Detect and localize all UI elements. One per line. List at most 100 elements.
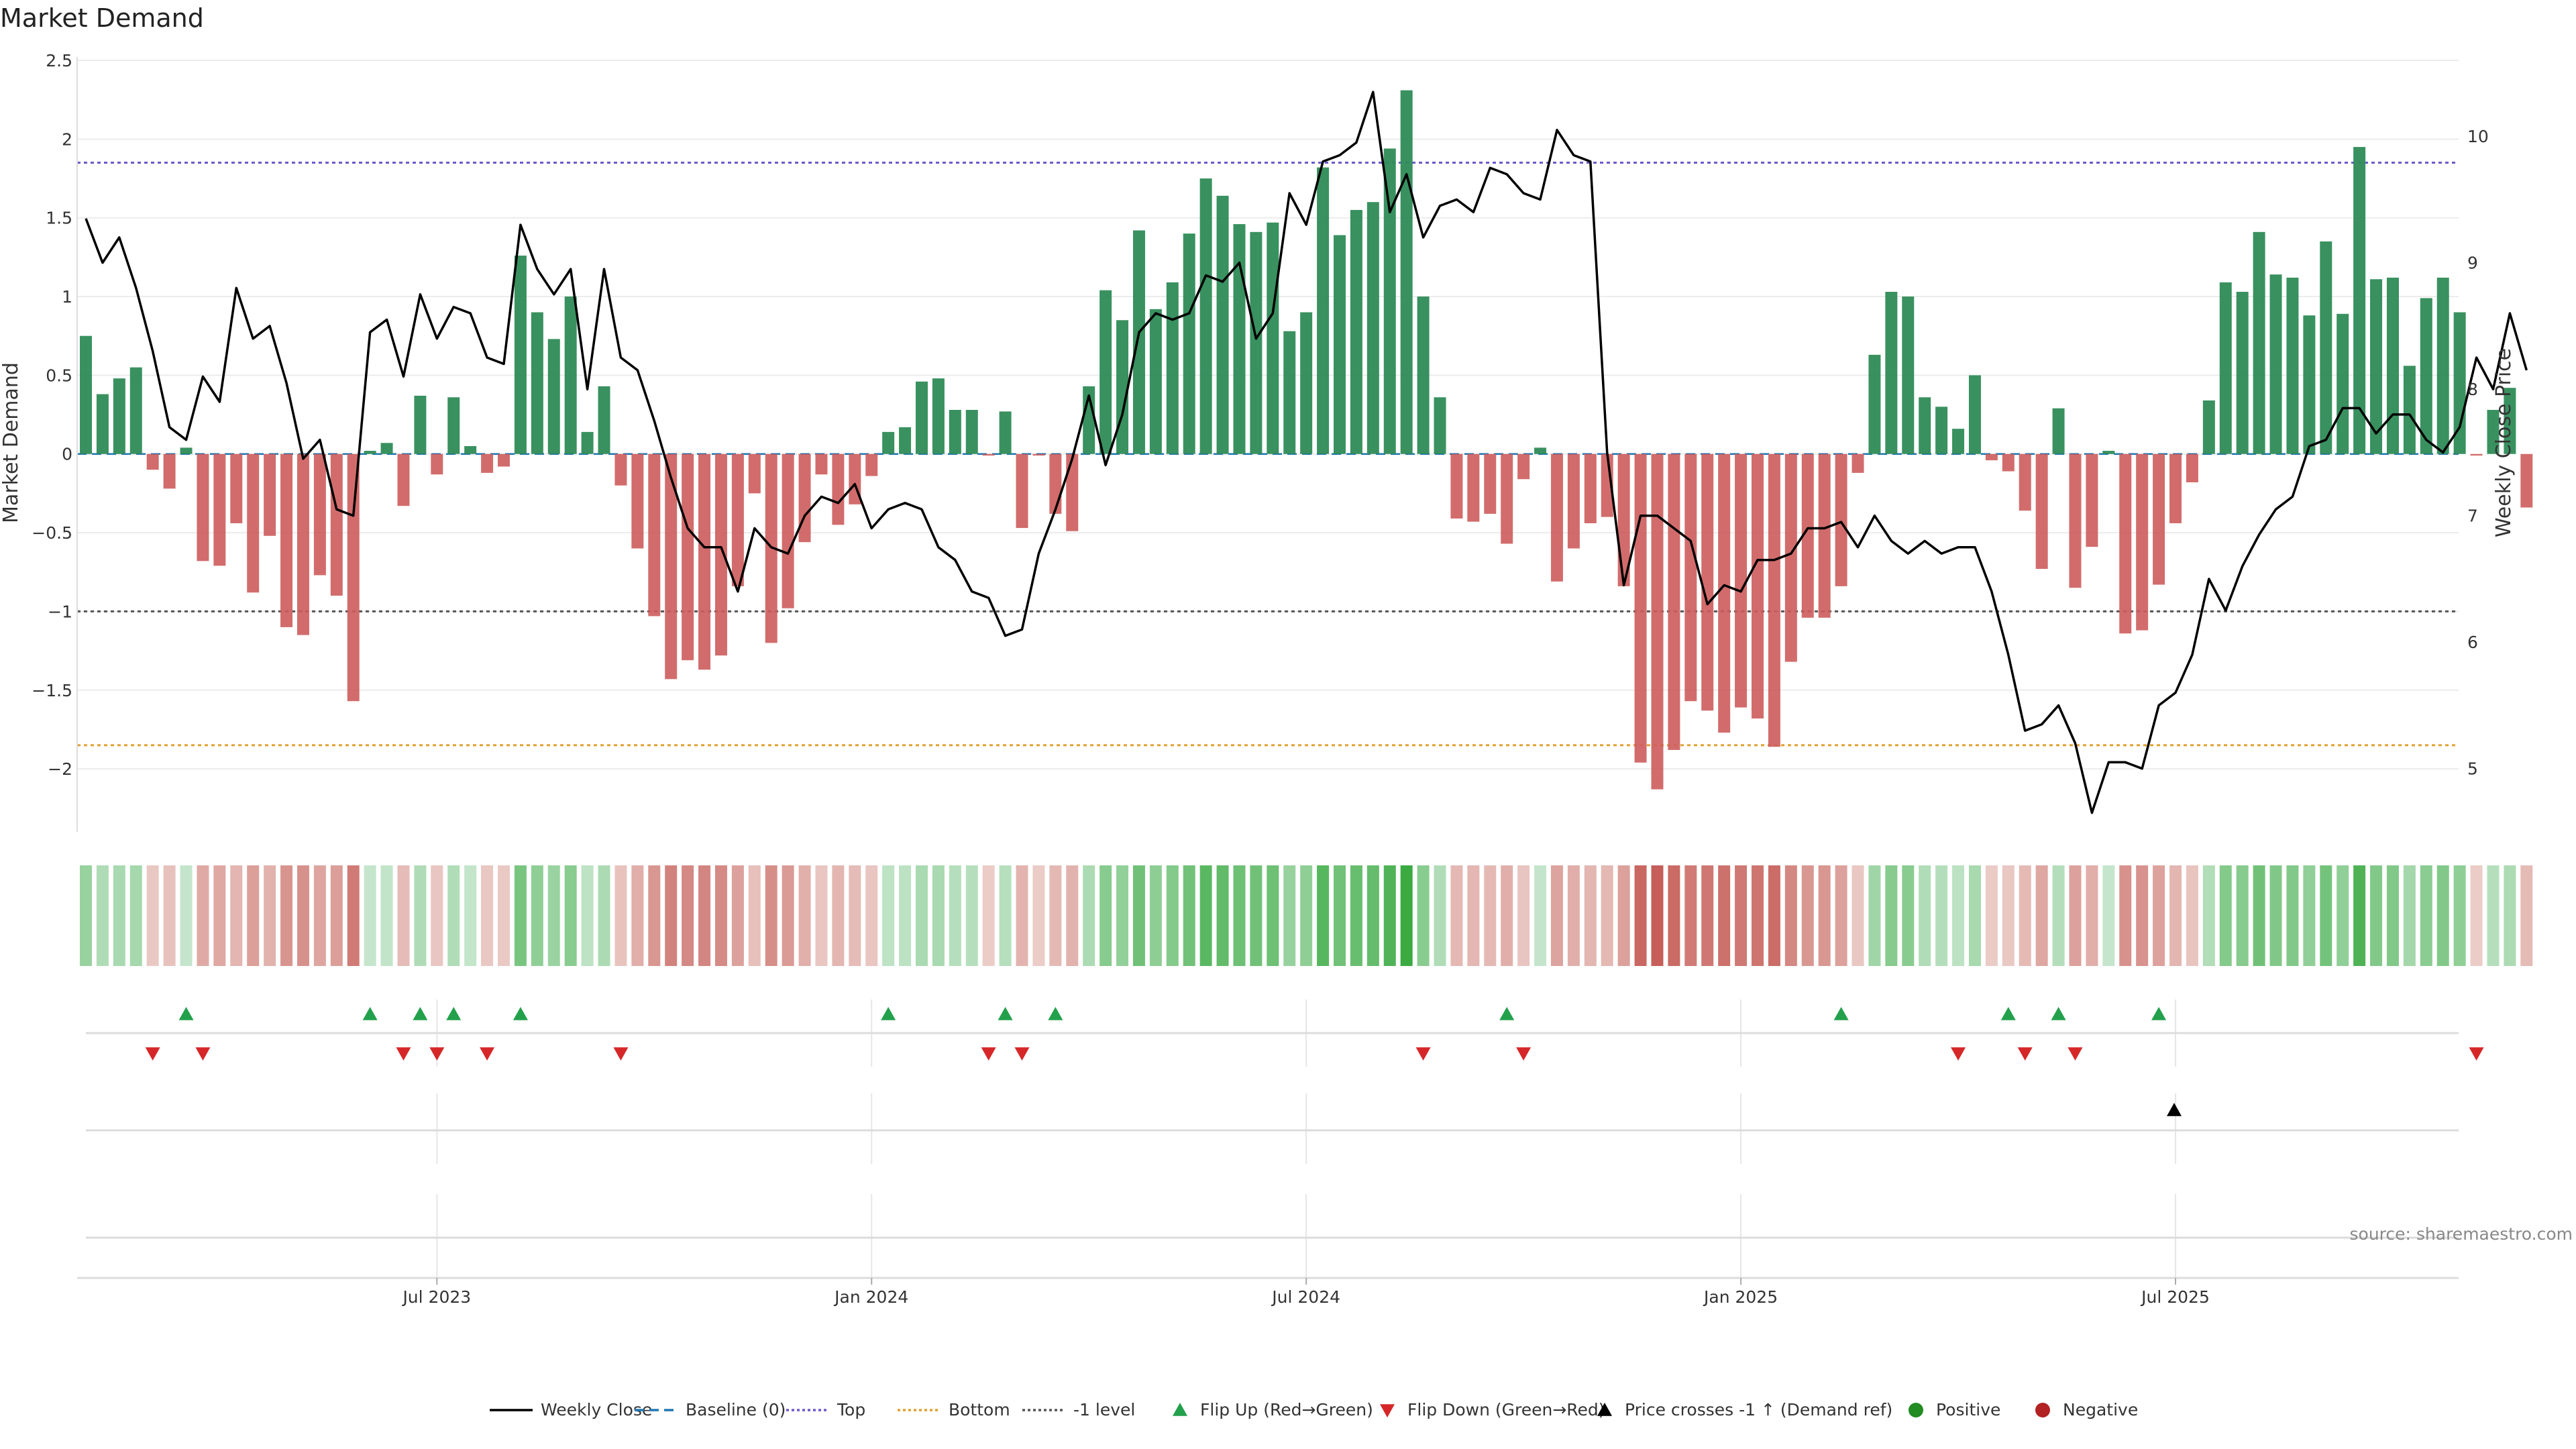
demand-bar: [2320, 241, 2332, 454]
flip-down-marker: [2017, 1047, 2033, 1061]
legend-label: Baseline (0): [686, 1400, 786, 1419]
x-axis-ticks: Jul 2023 Jan 2024 Jul 2024 Jan 2025 Jul 2025: [401, 1278, 2210, 1307]
demand-bar: [1634, 453, 1647, 763]
right-tick-label: 10: [2467, 127, 2489, 146]
heat-cell: [798, 865, 811, 966]
heat-cell: [2353, 865, 2366, 966]
heat-cell: [1701, 865, 1714, 966]
demand-bar: [464, 446, 477, 454]
legend-label: Top: [837, 1400, 865, 1419]
demand-bar: [2487, 410, 2500, 454]
demand-bar: [2504, 388, 2516, 454]
demand-bar: [1132, 230, 1145, 454]
left-tick-label: −0.5: [32, 523, 72, 543]
demand-bar: [1885, 292, 1898, 454]
demand-bar: [1484, 453, 1497, 514]
flip-markers-panel: [86, 1000, 2484, 1067]
demand-bar: [163, 453, 176, 489]
heat-cell: [1132, 865, 1145, 966]
demand-bar: [1784, 453, 1797, 662]
flip-down-marker: [145, 1047, 160, 1061]
demand-bar: [113, 378, 125, 454]
demand-bar: [614, 453, 627, 486]
heat-cell: [1283, 865, 1296, 966]
heat-cell: [1968, 865, 1981, 966]
legend-label: Positive: [1936, 1400, 2000, 1419]
demand-bar: [1968, 375, 1981, 454]
demand-bar: [1183, 233, 1195, 454]
demand-bar: [2169, 453, 2182, 523]
flip-up-marker: [1833, 1007, 1849, 1020]
heat-cell: [2286, 865, 2299, 966]
demand-bar: [1016, 453, 1028, 529]
source-note: source: sharemaestro.com: [2350, 1224, 2573, 1244]
heat-cell: [1718, 865, 1731, 966]
heat-cell: [765, 865, 777, 966]
demand-bar: [999, 411, 1012, 454]
right-axis-label: Weekly Close Price: [2492, 348, 2516, 537]
x-tick-label: Jul 2025: [2140, 1287, 2210, 1307]
demand-bar: [1735, 453, 1748, 708]
heat-cell: [197, 865, 209, 966]
heat-cell: [1617, 865, 1630, 966]
demand-bar: [665, 453, 678, 680]
heat-cell: [1233, 865, 1246, 966]
heat-cell: [330, 865, 343, 966]
heat-cell: [731, 865, 744, 966]
demand-bar: [1350, 209, 1362, 454]
demand-bar: [547, 339, 560, 454]
demand-bar: [2337, 313, 2349, 454]
heat-cell: [2219, 865, 2232, 966]
demand-bar: [2470, 453, 2483, 456]
heat-cell: [1801, 865, 1814, 966]
heat-cell: [1300, 865, 1313, 966]
demand-bar: [1935, 407, 1948, 454]
heat-cell: [2119, 865, 2132, 966]
heat-cell: [849, 865, 861, 966]
demand-bar: [2353, 147, 2366, 454]
heat-cell: [1601, 865, 1613, 966]
heat-cell: [1902, 865, 1915, 966]
heat-cell: [297, 865, 309, 966]
demand-bar: [96, 394, 109, 454]
heat-cell: [1016, 865, 1028, 966]
heat-cell: [1032, 865, 1045, 966]
heat-cell: [2370, 865, 2383, 966]
heat-cell: [1885, 865, 1898, 966]
demand-bar: [815, 453, 828, 475]
heat-cell: [414, 865, 427, 966]
demand-bar: [1584, 453, 1597, 523]
heat-cell: [129, 865, 142, 966]
heat-cell: [380, 865, 393, 966]
right-tick-label: 9: [2467, 254, 2478, 273]
demand-bar: [982, 453, 995, 456]
heat-cell: [1116, 865, 1129, 966]
demand-bar: [698, 453, 711, 670]
demand-bar: [2286, 277, 2299, 454]
demand-bar: [2136, 453, 2149, 631]
demand-bar: [865, 453, 878, 476]
demand-bar: [1149, 309, 1162, 454]
weekly-close-polyline: [85, 91, 2528, 814]
heat-cell: [1818, 865, 1831, 966]
demand-bar: [598, 386, 610, 454]
demand-bar: [2420, 298, 2432, 454]
heat-cell: [230, 865, 243, 966]
demand-bar: [2303, 315, 2316, 454]
heat-cell: [2487, 865, 2500, 966]
demand-bar: [1283, 331, 1296, 454]
demand-bar: [564, 297, 577, 454]
demand-bar: [447, 397, 460, 454]
demand-bar: [498, 453, 510, 467]
demand-bar: [798, 453, 811, 543]
heat-cell: [547, 865, 560, 966]
flip-down-marker: [480, 1047, 495, 1061]
heat-cell: [1752, 865, 1764, 966]
demand-bar: [364, 451, 376, 454]
flip-up-marker: [513, 1007, 528, 1020]
heat-cell: [1534, 865, 1547, 966]
heat-cell: [1467, 865, 1480, 966]
demand-bar: [782, 453, 794, 608]
heat-cell: [1985, 865, 1998, 966]
demand-bar: [1300, 312, 1313, 454]
